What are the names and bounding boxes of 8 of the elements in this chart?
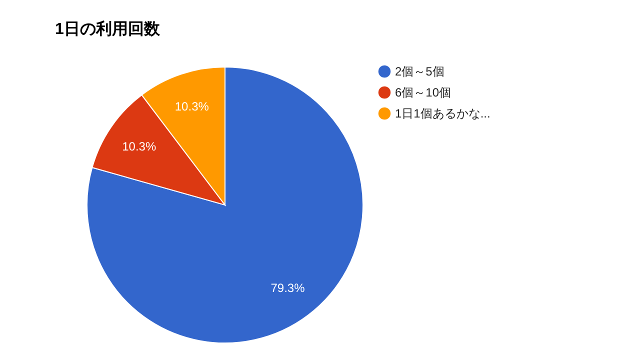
- pie-slice: [86, 66, 364, 344]
- data-label: 10.3%: [122, 139, 156, 154]
- data-label: 10.3%: [174, 99, 210, 114]
- data-label: 79.3%: [270, 280, 306, 295]
- legend-label: 1日1個あるかな...: [395, 106, 490, 120]
- legend-label: 6個～10個: [395, 86, 452, 100]
- chart-title: 1日の利用回数: [55, 20, 161, 38]
- legend-label: 2個～5個: [395, 64, 444, 78]
